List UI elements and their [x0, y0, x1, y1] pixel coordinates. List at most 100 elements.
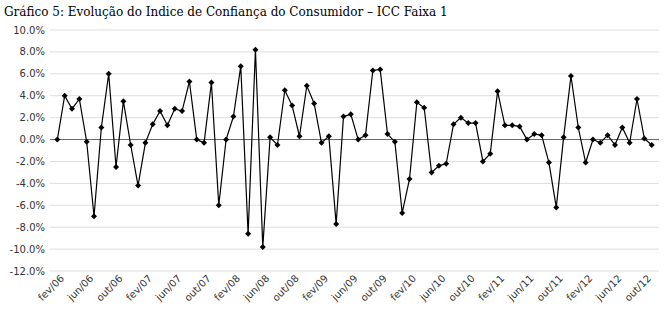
y-tick-label: 2.0% [20, 112, 45, 123]
grid-line [50, 117, 659, 118]
marker [385, 131, 391, 137]
y-tick-label: 8.0% [20, 46, 45, 57]
marker [392, 139, 398, 145]
marker [517, 123, 523, 129]
marker [590, 137, 596, 143]
marker [252, 47, 258, 53]
x-tick-label: fev/06 [36, 273, 66, 303]
marker [333, 221, 339, 227]
grid-line [50, 161, 659, 162]
marker [113, 164, 119, 170]
marker [76, 96, 82, 102]
y-tick-label: -2.0% [16, 156, 45, 167]
marker [480, 158, 486, 164]
marker [487, 151, 493, 157]
marker [106, 71, 112, 77]
marker [274, 142, 280, 148]
x-tick-label: jun/09 [329, 273, 360, 304]
marker [407, 176, 413, 182]
y-tick-label: -8.0% [16, 222, 45, 233]
grid-line [50, 30, 659, 31]
y-tick-label: -10.0% [10, 244, 45, 255]
marker [495, 88, 501, 94]
x-tick-label: fev/11 [476, 273, 506, 303]
marker [340, 114, 346, 120]
marker [363, 132, 369, 138]
y-tick-label: -12.0% [10, 266, 45, 277]
title: Gráfico 5: Evolução do Indice de Confian… [4, 5, 448, 19]
marker [568, 73, 574, 79]
x-tick-label: fev/10 [388, 273, 418, 303]
marker [641, 135, 647, 141]
x-tick-label: out/10 [446, 273, 477, 304]
x-tick-label: out/09 [358, 273, 389, 304]
grid-line [50, 205, 659, 206]
marker [120, 98, 126, 104]
marker [172, 106, 178, 112]
marker [128, 142, 134, 148]
x-tick-label: jun/10 [417, 273, 448, 304]
y-tick-label: -4.0% [16, 178, 45, 189]
y-tick-label: 6.0% [20, 68, 45, 79]
marker [583, 160, 589, 166]
marker [553, 204, 559, 210]
marker [186, 78, 192, 84]
marker [98, 124, 104, 130]
line [57, 50, 651, 247]
x-tick-label: fev/09 [300, 273, 330, 303]
marker [91, 213, 97, 219]
marker [649, 142, 655, 148]
x-tick-label: jun/07 [153, 273, 184, 304]
grid-line [50, 183, 659, 184]
marker [260, 244, 266, 250]
x-tick-label: out/07 [182, 273, 213, 304]
grid-line [50, 95, 659, 96]
marker [531, 131, 537, 137]
x-axis: fev/06jun/06out/06fev/07jun/07out/07fev/… [36, 273, 653, 304]
zero-line [50, 139, 659, 140]
marker [605, 132, 611, 138]
chart: Gráfico 5: Evolução do Indice de Confian… [0, 0, 669, 323]
marker [296, 133, 302, 139]
x-tick-label: out/08 [270, 273, 301, 304]
x-tick-label: fev/07 [124, 273, 154, 303]
marker [201, 140, 207, 146]
marker [546, 160, 552, 166]
marker [377, 66, 383, 72]
plot-area [54, 47, 654, 250]
x-tick-label: out/11 [534, 273, 565, 304]
marker [436, 163, 442, 169]
marker [289, 103, 295, 109]
marker [326, 133, 332, 139]
marker [216, 202, 222, 208]
marker [69, 106, 75, 112]
marker [179, 108, 185, 114]
marker [451, 121, 457, 127]
marker [399, 210, 405, 216]
marker [135, 183, 141, 189]
y-axis: -12.0%-10.0%-8.0%-6.0%-4.0%-2.0%0.0%2.0%… [10, 25, 659, 277]
marker [355, 137, 361, 143]
x-tick-label: out/12 [622, 273, 653, 304]
grid-line [50, 51, 659, 52]
marker [619, 124, 625, 130]
marker [502, 122, 508, 128]
marker [84, 139, 90, 145]
marker [473, 120, 479, 126]
marker [311, 100, 317, 106]
marker [208, 80, 214, 86]
grid-line [50, 73, 659, 74]
marker [458, 115, 464, 121]
marker [318, 140, 324, 146]
marker [597, 140, 603, 146]
marker [429, 169, 435, 175]
x-tick-label: jun/06 [65, 273, 96, 304]
marker [443, 161, 449, 167]
marker [561, 134, 567, 140]
marker [539, 132, 545, 138]
marker [164, 122, 170, 128]
marker [612, 142, 618, 148]
x-tick-label: jun/12 [593, 273, 624, 304]
x-tick-label: jun/08 [241, 273, 272, 304]
y-tick-label: 4.0% [20, 90, 45, 101]
